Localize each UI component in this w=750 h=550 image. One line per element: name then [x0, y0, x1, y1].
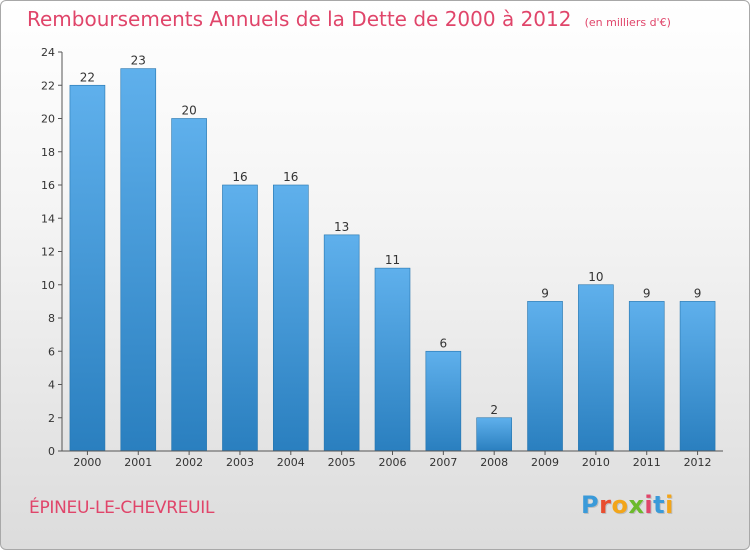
title-row: Remboursements Annuels de la Dette de 20…: [27, 7, 671, 31]
chart-subtitle: (en milliers d'€): [584, 16, 671, 29]
data-label-2012: 9: [694, 286, 702, 300]
x-tick-label-2002: 2002: [175, 456, 203, 469]
data-label-2004: 16: [283, 170, 298, 184]
bar-2004: [273, 184, 309, 452]
y-tick-label-4: 4: [48, 379, 55, 392]
bar-2006: [374, 267, 411, 452]
x-tick-label-2008: 2008: [480, 456, 508, 469]
y-tick-label-2: 2: [48, 412, 55, 425]
bar-2003: [222, 184, 258, 452]
data-label-2011: 9: [643, 286, 651, 300]
bars-group: 22 23 20 16 16 13 11 6 2 9 10 9 9: [69, 54, 716, 452]
x-tick-label-2000: 2000: [73, 456, 101, 469]
y-tick-label-18: 18: [41, 146, 55, 159]
x-tick-label-2012: 2012: [684, 456, 712, 469]
commune-name: ÉPINEU-LE-CHEVREUIL: [29, 498, 215, 518]
chart-title: Remboursements Annuels de la Dette de 20…: [27, 7, 572, 31]
x-tick-label-2007: 2007: [429, 456, 457, 469]
data-label-2006: 11: [385, 253, 400, 267]
axes-group: 2000 2001 2002 2003 2004 2005 2006 2007 2008 2009…: [41, 46, 723, 469]
data-label-2008: 2: [490, 403, 498, 417]
y-tick-label-24: 24: [41, 46, 55, 59]
proxiti-logo: Proxiti: [581, 491, 674, 519]
data-label-2010: 10: [588, 270, 603, 284]
data-label-2001: 23: [131, 54, 146, 68]
data-label-2007: 6: [440, 336, 448, 350]
logo-letter: x: [628, 491, 645, 519]
logo-letter: i: [665, 491, 674, 519]
bar-2000: [69, 84, 106, 452]
bar-2007: [425, 350, 462, 452]
y-tick-label-16: 16: [41, 179, 55, 192]
bar-2005: [323, 234, 360, 452]
x-tick-label-2004: 2004: [277, 456, 305, 469]
x-tick-label-2010: 2010: [582, 456, 610, 469]
y-tick-label-6: 6: [48, 345, 55, 358]
data-label-2000: 22: [80, 70, 95, 84]
bar-2002: [171, 118, 207, 452]
bar-2008: [476, 417, 512, 452]
data-label-2005: 13: [334, 220, 349, 234]
x-tick-label-2009: 2009: [531, 456, 559, 469]
y-tick-label-12: 12: [41, 246, 55, 259]
data-label-2002: 20: [181, 104, 196, 118]
bar-2011: [628, 301, 665, 452]
x-tick-label-2001: 2001: [124, 456, 152, 469]
bar-2001: [120, 68, 157, 452]
data-label-2003: 16: [232, 170, 247, 184]
logo-letter: r: [599, 491, 612, 519]
y-tick-label-10: 10: [41, 279, 55, 292]
bar-2012: [679, 301, 716, 452]
x-tick-label-2006: 2006: [379, 456, 407, 469]
logo-letter: P: [581, 491, 600, 519]
y-tick-label-14: 14: [41, 212, 55, 225]
y-tick-label-22: 22: [41, 79, 55, 92]
data-label-2009: 9: [541, 286, 549, 300]
x-tick-label-2005: 2005: [328, 456, 356, 469]
x-tick-label-2003: 2003: [226, 456, 254, 469]
bar-2009: [527, 301, 563, 452]
x-tick-label-2011: 2011: [633, 456, 661, 469]
logo-letter: t: [653, 491, 666, 519]
y-tick-label-0: 0: [48, 445, 55, 458]
y-tick-label-8: 8: [48, 312, 55, 325]
logo-letter: i: [644, 491, 654, 519]
logo-letter: o: [611, 491, 629, 519]
y-tick-label-20: 20: [41, 113, 55, 126]
bar-2010: [578, 284, 614, 452]
